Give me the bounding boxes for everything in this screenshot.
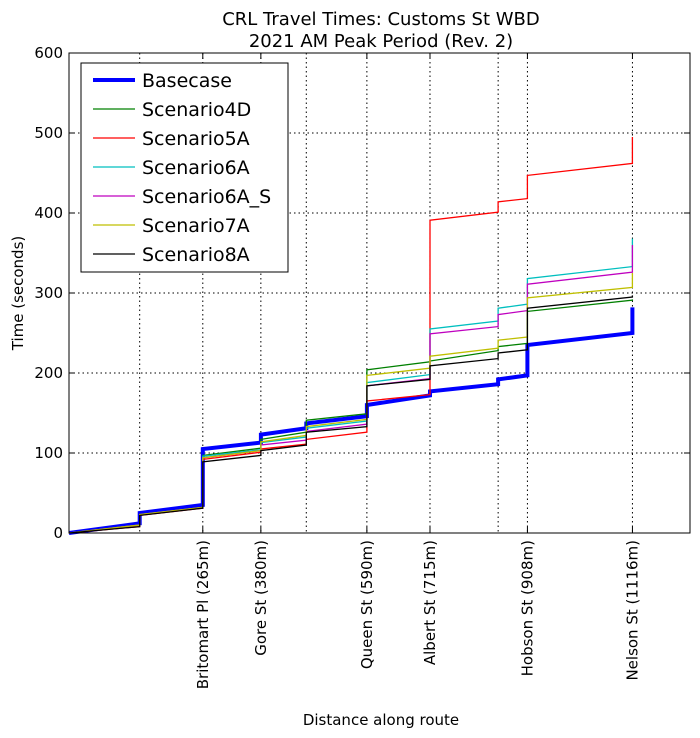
x-tick-label-5: Nelson St (1116m) [623, 540, 641, 681]
legend-label-scenario6a_s: Scenario6A_S [142, 186, 271, 208]
series-line-scenario6a [68, 238, 634, 534]
series-line-scenario8a [68, 295, 634, 534]
series-line-scenario7a [68, 273, 634, 534]
legend-label-scenario6a: Scenario6A [142, 157, 250, 179]
legend-label-basecase: Basecase [142, 70, 232, 92]
chart-title-line-1: CRL Travel Times: Customs St WBD [222, 9, 540, 30]
series-line-scenario6a_s [68, 245, 634, 534]
y-tick-label-1: 100 [34, 444, 63, 462]
axis-ticks: 0 100 200 300 400 500 600 Britomart Pl (265m) Go… [34, 44, 690, 689]
legend-label-scenario7a: Scenario7A [142, 215, 250, 237]
x-tick-label-2: Queen St (590m) [358, 540, 376, 669]
legend-label-scenario5a: Scenario5A [142, 128, 250, 150]
series-line-basecase [68, 307, 635, 535]
series-lines [68, 137, 635, 535]
y-tick-label-5: 500 [34, 124, 63, 142]
legend-label-scenario4d: Scenario4D [142, 99, 251, 121]
y-tick-label-2: 200 [34, 364, 63, 382]
legend: Basecase Scenario4D Scenario5A Scenario6A Sc… [80, 62, 289, 273]
x-tick-label-3: Albert St (715m) [421, 540, 439, 665]
x-tick-label-4: Hobson St (908m) [518, 540, 536, 676]
y-tick-label-3: 300 [34, 284, 63, 302]
y-axis-label: Time (seconds) [9, 236, 27, 352]
legend-label-scenario8a: Scenario8A [142, 244, 250, 266]
y-tick-label-4: 400 [34, 204, 63, 222]
chart-title-line-2: 2021 AM Peak Period (Rev. 2) [249, 31, 513, 52]
x-tick-label-0: Britomart Pl (265m) [194, 540, 212, 689]
x-axis-label: Distance along route [303, 711, 459, 729]
y-tick-label-0: 0 [53, 524, 63, 542]
x-tick-label-1: Gore St (380m) [252, 540, 270, 656]
y-tick-label-6: 600 [34, 44, 63, 62]
